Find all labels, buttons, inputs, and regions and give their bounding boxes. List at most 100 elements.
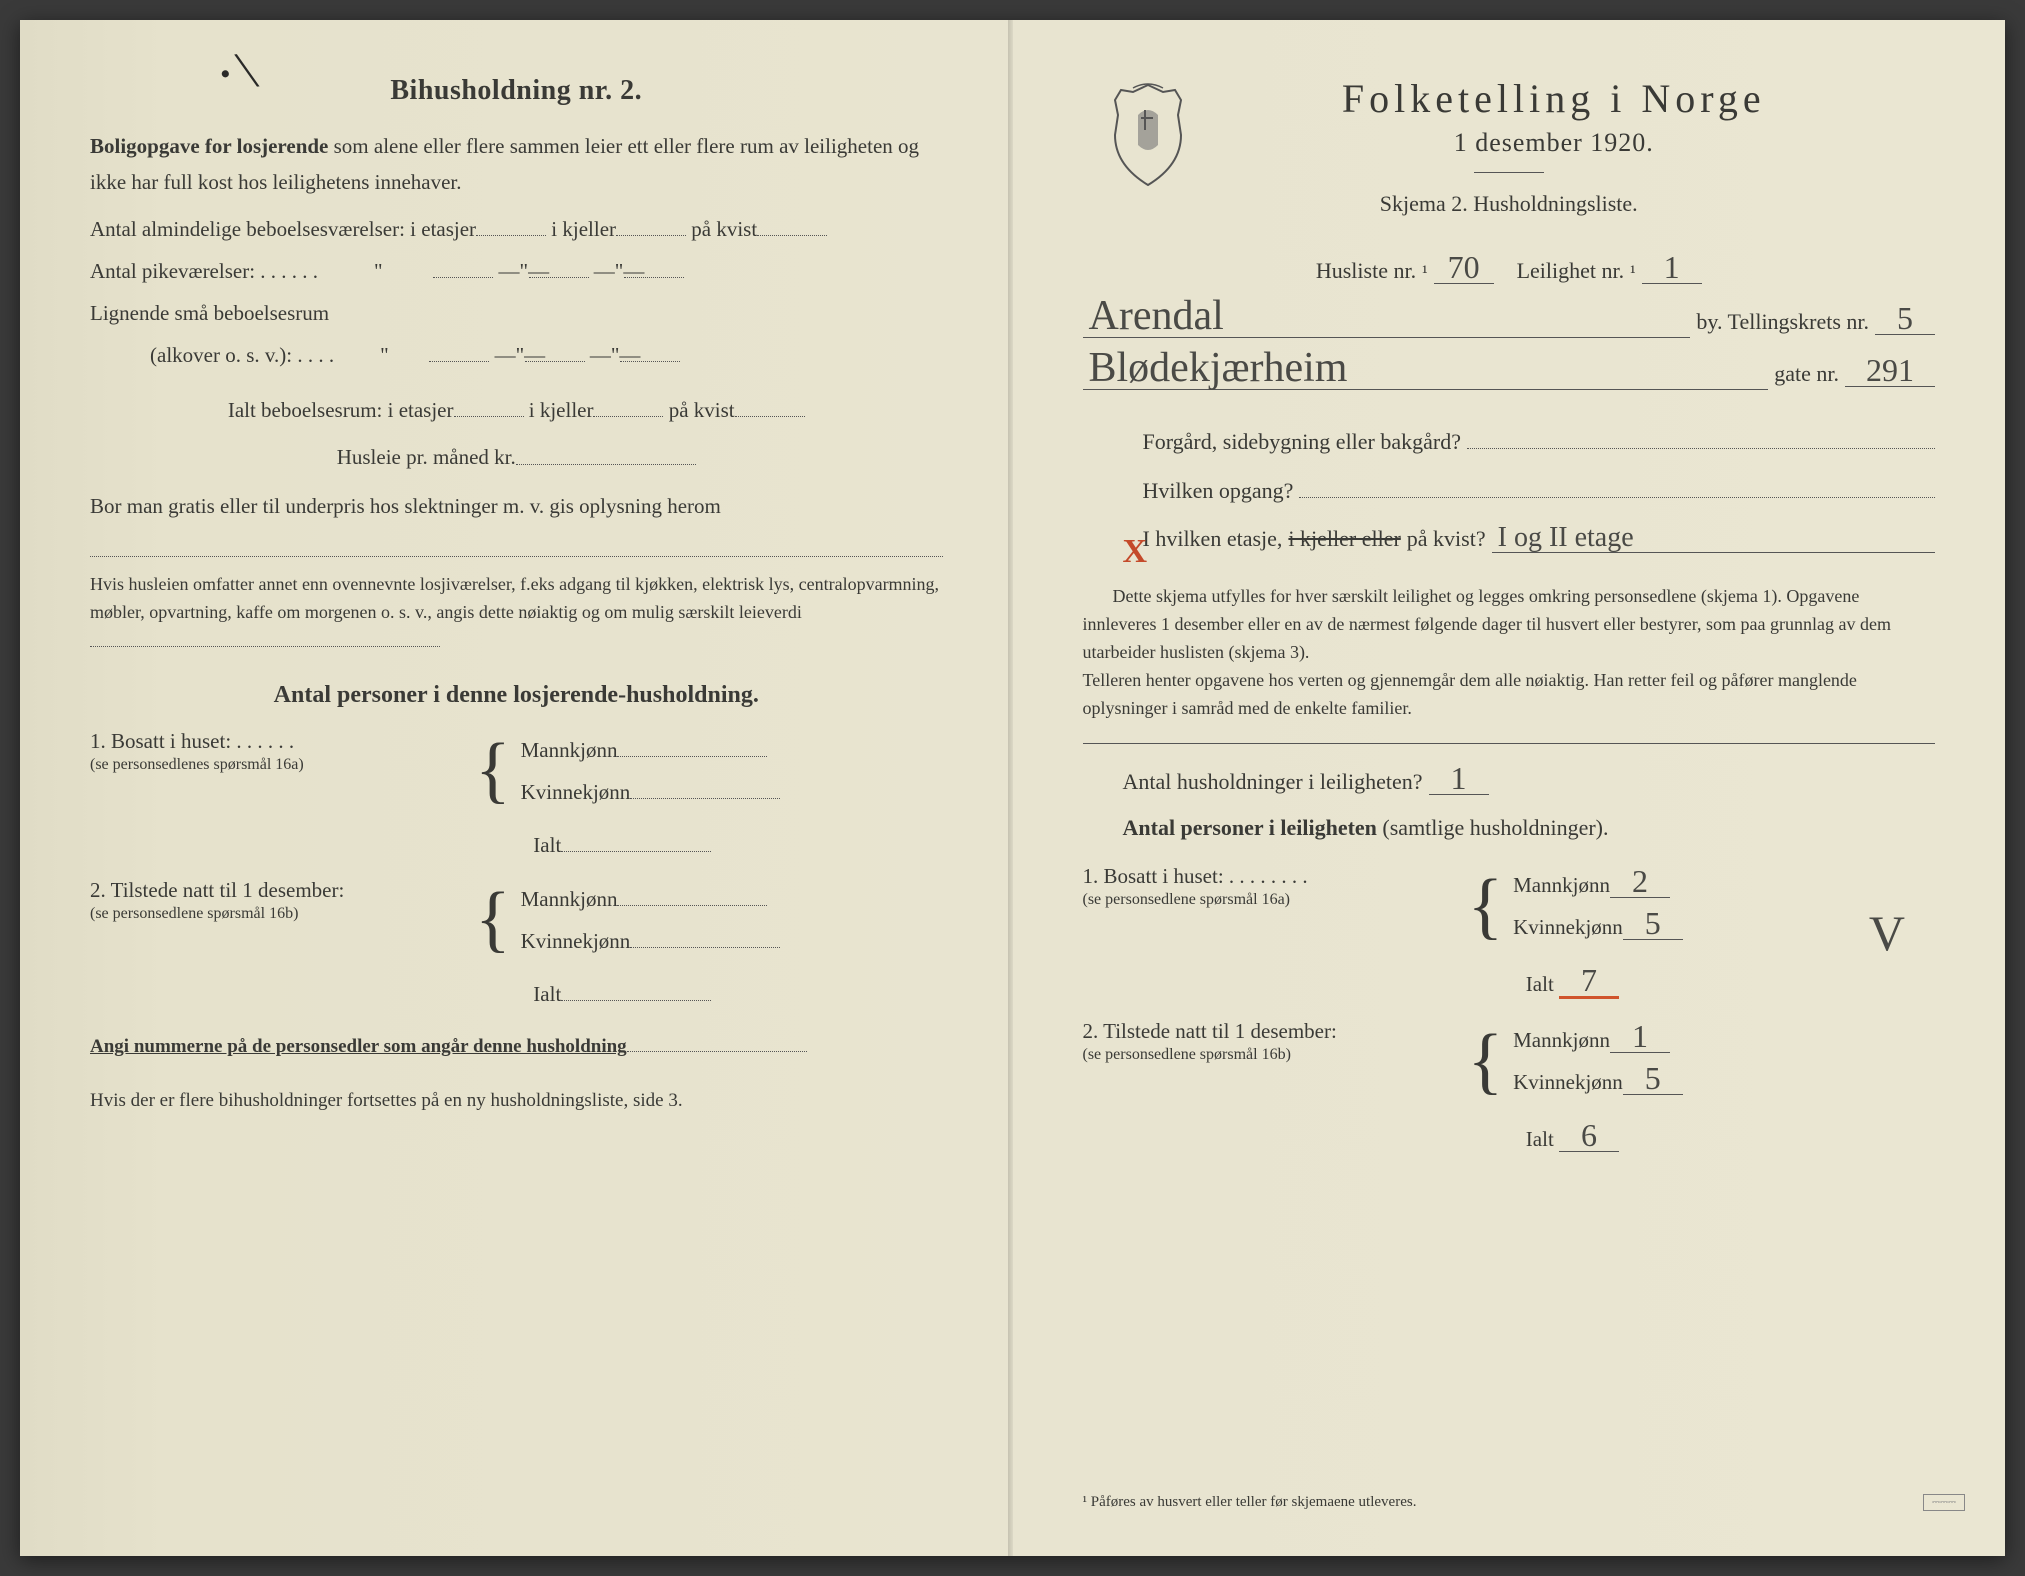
forgard-line: Forgård, sidebygning eller bakgård? <box>1083 418 1936 466</box>
coat-of-arms-icon <box>1103 80 1193 190</box>
ialt-2-right: Ialt 6 <box>1083 1119 1936 1152</box>
horizontal-rule <box>1083 743 1936 744</box>
sub-title: 1 desember 1920. <box>1173 128 1936 158</box>
angi-line: Angi nummerne på de personsedler som ang… <box>90 1031 943 1062</box>
etasje-line: X I hvilken etasje, i kjeller eller på k… <box>1083 515 1936 563</box>
similar-label-2: (alkover o. s. v.): . . . . <box>90 343 334 367</box>
etasje-label: I hvilken etasje, <box>1143 515 1283 563</box>
rooms-line: Antal almindelige beboelsesværelser: i e… <box>90 208 943 250</box>
total-kjeller: i kjeller <box>529 398 594 422</box>
brace-icon: { <box>1458 877 1514 936</box>
kvinne-label: Kvinnekjønn <box>1513 915 1623 939</box>
krets-value: 5 <box>1875 302 1935 335</box>
total-rooms-line: Ialt beboelsesrum: i etasjer i kjeller p… <box>90 394 943 423</box>
gratis-text: Bor man gratis eller til underpris hos s… <box>90 494 721 518</box>
kvinne-label: Kvinnekjønn <box>521 929 631 953</box>
left-page: • ╲ Bihusholdning nr. 2. Boligopgave for… <box>20 20 1013 1556</box>
mann-label: Mannkjønn <box>1513 873 1610 897</box>
tilstede-kvinne-value: 5 <box>1623 1062 1683 1095</box>
forgard-label: Forgård, sidebygning eller bakgård? <box>1143 418 1462 466</box>
similar-line: Lignende små beboelsesrum (alkover o. s.… <box>90 292 943 376</box>
ialt-label: Ialt <box>1526 972 1554 996</box>
ialt-label: Ialt <box>1526 1127 1554 1151</box>
leilighet-label: Leilighet nr. <box>1517 247 1625 295</box>
husliste-value: 70 <box>1434 251 1494 284</box>
maid-line: Antal pikeværelser: . . . . . . " —"— —"… <box>90 250 943 292</box>
brace-icon: { <box>465 741 521 800</box>
scribble-mark: • ╲ <box>218 53 259 93</box>
maid-label: Antal pikeværelser: . . . . . . <box>90 259 318 283</box>
ialt-label: Ialt <box>533 833 561 857</box>
rent-line: Husleie pr. måned kr. <box>90 441 943 470</box>
leilighet-value: 1 <box>1642 251 1702 284</box>
q1-row-right: 1. Bosatt i huset: . . . . . . . . (se p… <box>1083 864 1936 948</box>
street-label: gate nr. <box>1774 350 1839 398</box>
city-label: by. Tellingskrets nr. <box>1696 298 1869 346</box>
right-header: Folketelling i Norge 1 desember 1920. Sk… <box>1083 75 1936 217</box>
husliste-label: Husliste nr. <box>1316 247 1416 295</box>
persons-title-bold: Antal personer i leiligheten <box>1123 815 1377 840</box>
city-line: Arendal by. Tellingskrets nr. 5 <box>1083 295 1936 346</box>
persons-title-rest: (samtlige husholdninger). <box>1377 815 1609 840</box>
footnote: ¹ Påføres av husvert eller teller før sk… <box>1083 1494 1417 1511</box>
q1-label-right: 1. Bosatt i huset: . . . . . . . . <box>1083 864 1308 888</box>
q2-sub-right: (se personsedlene spørsmål 16b) <box>1083 1046 1458 1064</box>
footnote-marker: ¹ <box>1630 252 1636 292</box>
divider <box>1474 172 1544 173</box>
streetnr-value: 291 <box>1845 354 1935 387</box>
street-value: Blødekjærheim <box>1083 347 1769 390</box>
intro-paragraph: Boligopgave for losjerende som alene ell… <box>90 129 943 200</box>
brace-icon: { <box>465 890 521 949</box>
intro-bold: Boligopgave for losjerende <box>90 134 328 158</box>
persons-title-right: Antal personer i leiligheten (samtlige h… <box>1083 806 1936 850</box>
antal-hush-value: 1 <box>1429 762 1489 795</box>
q1-row-left: 1. Bosatt i huset: . . . . . . (se perso… <box>90 729 943 813</box>
continue-note: Hvis der er flere bihusholdninger fortse… <box>90 1086 943 1116</box>
main-title: Folketelling i Norge <box>1173 75 1936 122</box>
angi-text: Angi nummerne på de personsedler som ang… <box>90 1036 627 1057</box>
extra-text: Hvis husleien omfatter annet enn ovennev… <box>90 574 939 622</box>
bosatt-mann-value: 2 <box>1610 865 1670 898</box>
mann-label: Mannkjønn <box>521 887 618 911</box>
ialt-label: Ialt <box>533 982 561 1006</box>
tilstede-mann-value: 1 <box>1610 1020 1670 1053</box>
instructions-paragraph: Dette skjema utfylles for hver særskilt … <box>1083 583 1936 722</box>
footnote-marker: ¹ <box>1422 252 1428 292</box>
brace-icon: { <box>1458 1032 1514 1091</box>
tilstede-ialt-value: 6 <box>1559 1119 1619 1152</box>
ialt-2-left: Ialt <box>90 978 943 1007</box>
q2-sub-left: (se personsedlene spørsmål 16b) <box>90 905 465 923</box>
skjema-line: Skjema 2. Husholdningsliste. <box>1083 191 1936 217</box>
q1-sub-right: (se personsedlene spørsmål 16a) <box>1083 891 1458 909</box>
mann-label: Mannkjønn <box>1513 1028 1610 1052</box>
rent-label: Husleie pr. måned kr. <box>337 446 516 470</box>
q2-row-right: 2. Tilstede natt til 1 desember: (se per… <box>1083 1019 1936 1103</box>
antal-hush-label: Antal husholdninger i leiligheten? <box>1123 758 1423 806</box>
q1-label-left: 1. Bosatt i huset: . . . . . . <box>90 729 294 753</box>
extra-paragraph: Hvis husleien omfatter annet enn ovennev… <box>90 571 943 655</box>
husliste-line: Husliste nr.¹ 70 Leilighet nr.¹ 1 <box>1083 247 1936 295</box>
q1-sub-left: (se personsedlenes spørsmål 16a) <box>90 756 465 774</box>
persons-title-left: Antal personer i denne losjerende-hushol… <box>90 682 943 709</box>
etasje-rest: på kvist? <box>1407 515 1486 563</box>
checkmark-icon: V <box>1869 904 1905 962</box>
etasje-strike: i kjeller eller <box>1288 515 1400 563</box>
rooms-label: Antal almindelige beboelsesværelser: i e… <box>90 217 476 241</box>
bosatt-kvinne-value: 5 <box>1623 907 1683 940</box>
opgang-label: Hvilken opgang? <box>1143 467 1294 515</box>
q2-label-left: 2. Tilstede natt til 1 desember: <box>90 878 344 902</box>
q2-row-left: 2. Tilstede natt til 1 desember: (se per… <box>90 878 943 962</box>
bosatt-ialt-value: 7 <box>1559 964 1619 999</box>
gratis-paragraph: Bor man gratis eller til underpris hos s… <box>90 489 943 558</box>
total-kvist: på kvist <box>669 398 735 422</box>
right-page: Folketelling i Norge 1 desember 1920. Sk… <box>1013 20 2006 1556</box>
etasje-value: I og II etage <box>1492 524 1935 553</box>
printer-stamp: ⎓⎓⎓ <box>1923 1494 1965 1511</box>
ialt-1-right: Ialt 7 <box>1083 964 1936 999</box>
rooms-kjeller: i kjeller <box>551 217 616 241</box>
red-x-mark: X <box>1123 515 1148 590</box>
kvinne-label: Kvinnekjønn <box>521 780 631 804</box>
left-title: Bihusholdning nr. 2. <box>90 75 943 107</box>
mann-label: Mannkjønn <box>521 738 618 762</box>
similar-label-1: Lignende små beboelsesrum <box>90 301 329 325</box>
